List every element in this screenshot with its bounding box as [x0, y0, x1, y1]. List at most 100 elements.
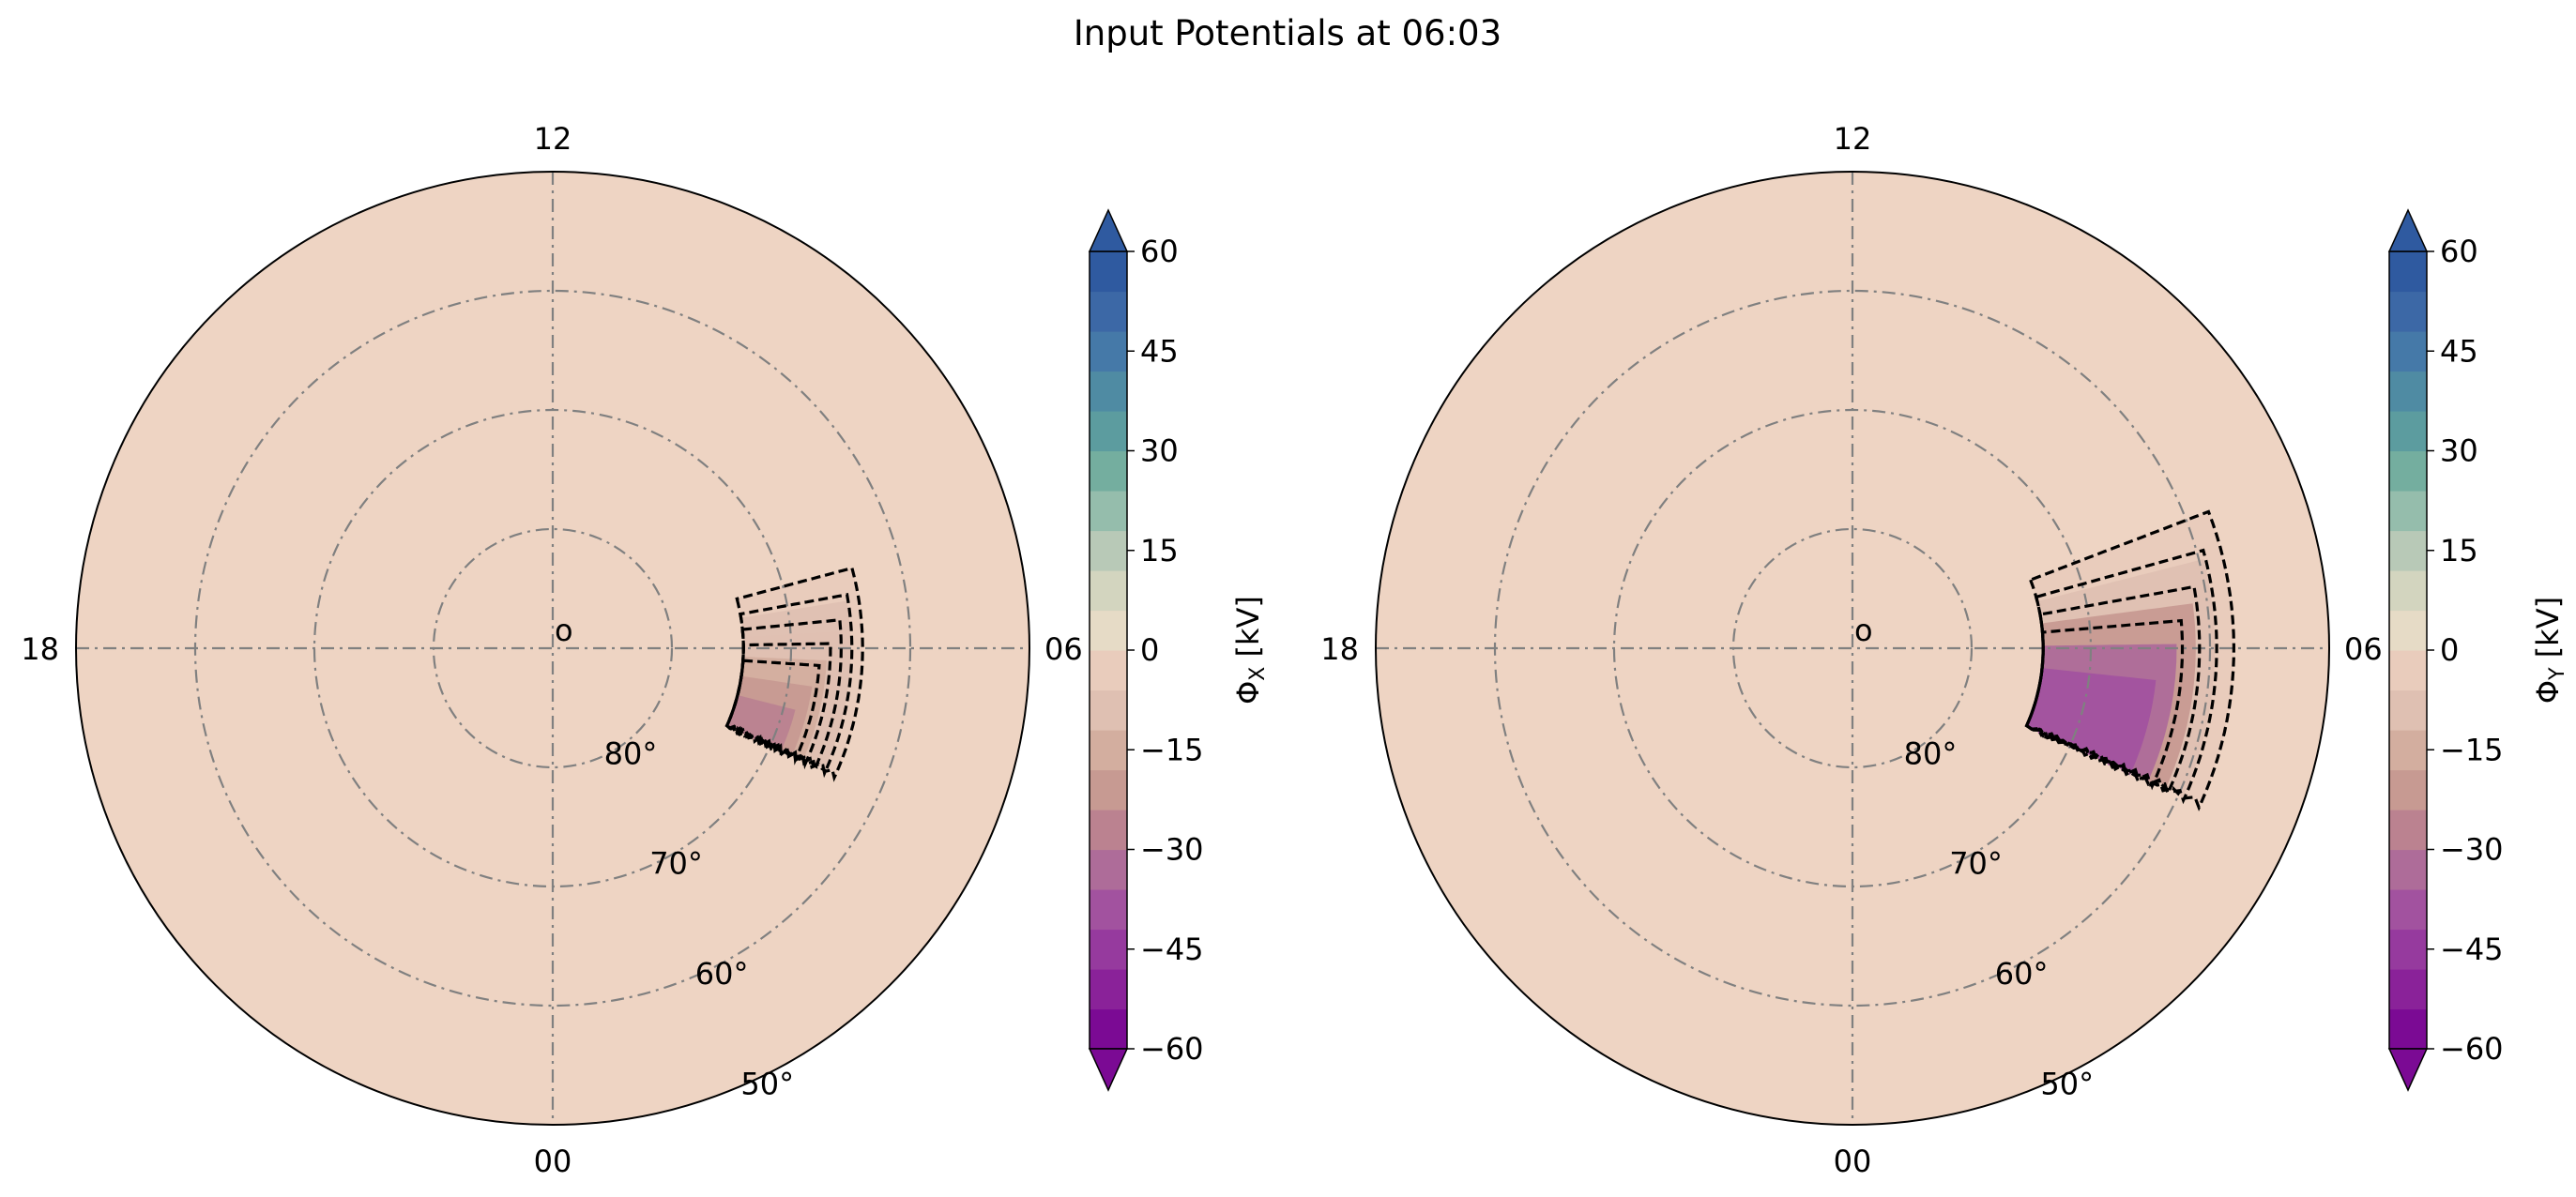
colorbar-band — [2389, 810, 2427, 851]
mlt-label-18: 18 — [21, 631, 59, 667]
colorbar-tick-label: −15 — [2440, 732, 2504, 767]
colorbar-band — [1090, 730, 1127, 771]
colorbar-band — [1090, 1008, 1127, 1050]
colorbar-band — [1090, 610, 1127, 651]
contour-line — [724, 659, 821, 765]
colorbar-bands — [1089, 250, 1128, 1050]
lat-label-60: 60° — [695, 956, 749, 992]
colorbar-band — [2389, 849, 2427, 890]
colorbar-band — [2389, 650, 2427, 691]
colorbar-extend-bottom — [1088, 1048, 1129, 1092]
lat-label-60: 60° — [1995, 956, 2049, 992]
lat-label-70: 70° — [649, 846, 703, 882]
colorbar-band — [1090, 969, 1127, 1010]
polar-plot-right: 12 18 06 00 80° 70° 60° 50° o — [1320, 121, 2382, 1179]
colorbar-extend-bottom — [2387, 1048, 2429, 1092]
colorbar-band — [1090, 929, 1127, 970]
colorbar-band — [2389, 889, 2427, 931]
colorbar-right: 60 45 30 15 0 −15 −30 −45 −60 ΦY [kV] — [2387, 208, 2569, 1092]
colorbar-band — [1090, 491, 1127, 532]
colorbar-band — [2389, 450, 2427, 492]
colorbar-band — [2389, 929, 2427, 970]
potential-contours — [2024, 509, 2236, 811]
colorbar-band — [2389, 331, 2427, 372]
colorbar-extend-top — [2387, 208, 2429, 252]
colorbar-tick-label: −30 — [1140, 832, 1204, 868]
potential-contours — [724, 566, 864, 782]
colorbar-tick-label: −30 — [2440, 832, 2504, 868]
colorbar-band — [2389, 1008, 2427, 1050]
polar-background — [76, 172, 1029, 1125]
colorbar-band — [1090, 889, 1127, 931]
colorbar-band — [2389, 291, 2427, 332]
colorbar-left: 60 45 30 15 0 −15 −30 −45 −60 ΦX [kV] — [1088, 208, 1270, 1092]
potential-patch — [2026, 668, 2157, 776]
lat-label-70: 70° — [1949, 846, 2003, 882]
colorbar-label: ΦY [kV] — [2530, 597, 2569, 704]
lat-label-80: 80° — [1904, 735, 1958, 771]
colorbar-band — [2389, 411, 2427, 452]
colorbar-band — [2389, 570, 2427, 612]
colorbar-band — [1090, 331, 1127, 372]
colorbar-band — [1090, 251, 1127, 293]
colorbar-band — [2389, 969, 2427, 1010]
potential-patch — [726, 695, 796, 753]
lat-label-50: 50° — [740, 1066, 794, 1101]
pole-marker: o — [555, 613, 573, 648]
colorbar-tick-label: 60 — [1140, 234, 1179, 269]
mlt-label-06: 06 — [2344, 631, 2383, 667]
colorbar-tick-label: −15 — [1140, 732, 1204, 767]
colorbar-tick-label: 0 — [2440, 632, 2459, 668]
mlt-label-12: 12 — [1834, 121, 1872, 157]
polar-gridlines — [76, 172, 1029, 1125]
colorbar-band — [1090, 530, 1127, 571]
mlt-label-06: 06 — [1044, 631, 1083, 667]
colorbar-tick-label: 15 — [1140, 533, 1179, 568]
colorbar-band — [2389, 610, 2427, 651]
colorbar-tick-label: 30 — [2440, 433, 2478, 469]
mlt-label-00: 00 — [1834, 1144, 1872, 1179]
colorbar-tick-label: 45 — [2440, 333, 2478, 369]
colorbar-tick-label: −45 — [1140, 932, 1204, 967]
colorbar-tick-label: 60 — [2440, 234, 2478, 269]
polar-gridlines — [1376, 172, 2329, 1125]
colorbar-tick-label: 15 — [2440, 533, 2478, 568]
colorbar-band — [1090, 650, 1127, 691]
colorbar-extend-top — [1088, 208, 1129, 252]
polar-background — [1376, 172, 2329, 1125]
colorbar-band — [1090, 570, 1127, 612]
colorbar-band — [1090, 450, 1127, 492]
colorbar-band — [1090, 689, 1127, 731]
colorbar-label: ΦX [kV] — [1230, 596, 1270, 705]
colorbar-band — [1090, 849, 1127, 890]
figure-title: Input Potentials at 06:03 — [1074, 13, 1501, 53]
lat-label-80: 80° — [604, 735, 658, 771]
colorbar-band — [1090, 291, 1127, 332]
mlt-label-00: 00 — [534, 1144, 572, 1179]
colorbar-bands — [2388, 250, 2428, 1050]
lat-label-50: 50° — [2040, 1066, 2094, 1101]
colorbar-tick-label: −60 — [2440, 1031, 2504, 1067]
colorbar-band — [2389, 730, 2427, 771]
colorbar-band — [2389, 371, 2427, 412]
mlt-label-18: 18 — [1320, 631, 1359, 667]
colorbar-ticks: 60 45 30 15 0 −15 −30 −45 −60 — [1127, 234, 1204, 1067]
colorbar-band — [2389, 251, 2427, 293]
pole-marker: o — [1854, 613, 1873, 648]
colorbar-tick-label: 0 — [1140, 632, 1159, 668]
colorbar-tick-label: −60 — [1140, 1031, 1204, 1067]
colorbar-band — [1090, 371, 1127, 412]
colorbar-tick-label: 30 — [1140, 433, 1179, 469]
colorbar-band — [2389, 769, 2427, 811]
colorbar-band — [1090, 411, 1127, 452]
polar-plot-left: 12 18 06 00 80° 70° 60° 50° o — [21, 121, 1082, 1179]
mlt-label-12: 12 — [534, 121, 572, 157]
colorbar-band — [1090, 810, 1127, 851]
colorbar-band — [1090, 769, 1127, 811]
colorbar-band — [2389, 491, 2427, 532]
contour-line — [2024, 618, 2185, 791]
contour-line — [724, 642, 832, 770]
polar-frame — [75, 171, 1030, 1126]
polar-frame — [1375, 171, 2330, 1126]
